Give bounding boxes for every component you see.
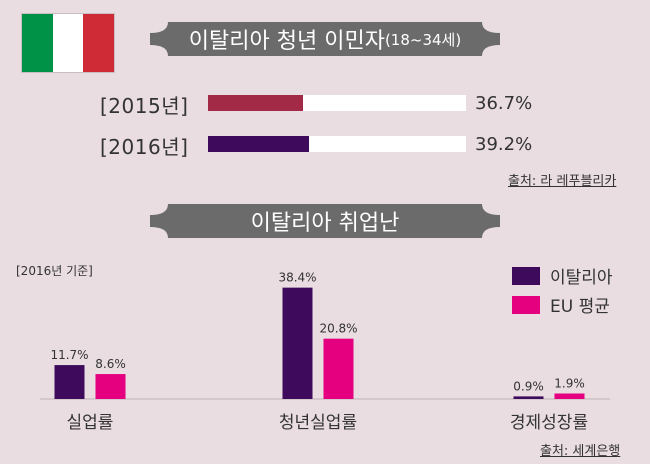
section2-source: 출처: 세계은행: [540, 444, 621, 459]
section1-title-banner: 이탈리아 청년 이민자 (18~34세): [150, 22, 500, 56]
bar-eu-youth-unemployment: [323, 338, 354, 399]
bar-fill-2016: [208, 136, 310, 152]
legend-item-italy: 이탈리아: [512, 263, 613, 288]
flag-green-stripe: [22, 14, 53, 72]
legend-swatch-eu: [512, 295, 540, 314]
legend-label-italy: 이탈리아: [550, 268, 613, 288]
italy-flag: [22, 14, 115, 72]
bar-year-2016: [2016년]: [100, 135, 189, 159]
section1-title-suffix: (18~34세): [384, 30, 462, 49]
bar-fill-2015: [208, 95, 303, 111]
data-label-eu-unemployment: 8.6%: [95, 357, 126, 371]
banner-shape: [150, 204, 500, 238]
legend-swatch-italy: [512, 266, 540, 285]
legend-label-eu: EU 평균: [550, 297, 610, 317]
bar-value-2016: 39.2%: [475, 134, 533, 155]
bar-value-2015: 36.7%: [475, 93, 533, 114]
data-label-eu-youth-unemployment: 20.8%: [319, 322, 357, 336]
section1-title: 이탈리아 청년 이민자: [188, 29, 385, 54]
bar-track-2015: [208, 95, 466, 111]
legend-item-eu: EU 평균: [512, 292, 610, 317]
bar-year-2015: [2015년]: [100, 94, 189, 118]
banner-shape: [150, 22, 500, 56]
bar-italy-unemployment: [54, 365, 85, 399]
section2-title: 이탈리아 취업난: [250, 211, 400, 236]
data-label-eu-gdp-growth: 1.9%: [554, 376, 585, 390]
section2-title-banner: 이탈리아 취업난: [150, 204, 500, 238]
bar-italy-youth-unemployment: [282, 287, 313, 399]
category-label-gdp-growth: 경제성장률: [510, 413, 588, 433]
flag-red-stripe: [83, 14, 115, 72]
flag-white-stripe: [52, 14, 84, 72]
data-label-italy-youth-unemployment: 38.4%: [278, 271, 316, 285]
bar-track-2016: [208, 136, 466, 152]
category-label-youth-unemployment: 청년실업률: [279, 413, 357, 433]
data-label-italy-gdp-growth: 0.9%: [513, 379, 544, 393]
bar-eu-unemployment: [95, 374, 126, 399]
bar-italy-gdp-growth: [513, 396, 544, 399]
category-label-unemployment: 실업률: [67, 413, 114, 433]
chart-note: [2016년 기준]: [16, 264, 93, 278]
section1-source: 출처: 라 레푸블리카: [508, 174, 617, 189]
bar-eu-gdp-growth: [554, 393, 585, 399]
data-label-italy-unemployment: 11.7%: [50, 348, 88, 362]
